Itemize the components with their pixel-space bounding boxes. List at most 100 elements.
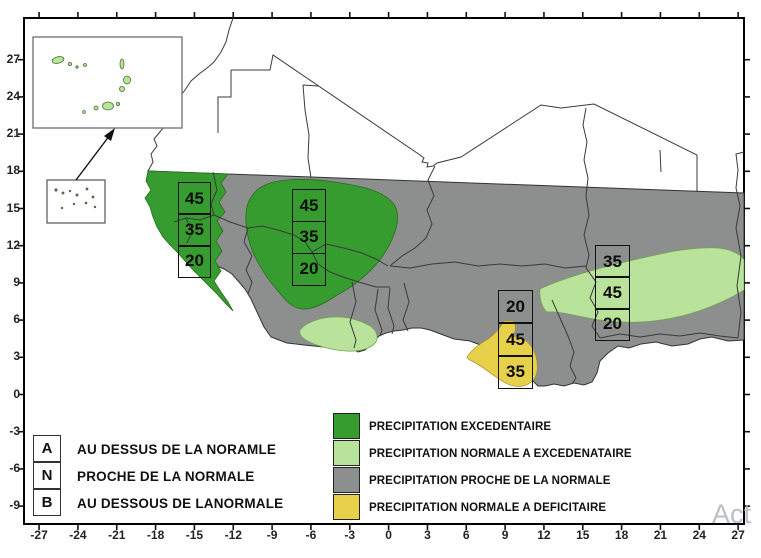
- color-legend: PRECIPITATION EXCEDENTAIRE PRECIPITATION…: [333, 412, 632, 521]
- legend-label: PRECIPITATION EXCEDENTAIRE: [369, 420, 552, 433]
- x-tick-label: 6: [462, 528, 470, 542]
- x-tick-label: -9: [266, 528, 278, 542]
- y-tick-label: 27: [6, 51, 20, 66]
- probability-cell: 20: [178, 244, 211, 278]
- map-region-excess-west: [144, 170, 234, 312]
- border-guinea-liberia: [243, 227, 253, 295]
- y-tick-label: 12: [6, 237, 20, 252]
- x-tick-label: -6: [305, 528, 317, 542]
- legend-swatch-near-normal: [333, 466, 360, 493]
- x-tick-label: -15: [185, 528, 204, 542]
- x-tick-label: -24: [69, 528, 87, 542]
- probability-cell: 45: [498, 322, 533, 357]
- border-mali-algeria: [302, 84, 319, 179]
- map-region-normal-excess-east: [539, 247, 745, 323]
- legend-label: PRECIPITATION PROCHE DE LA NORMALE: [369, 474, 611, 487]
- probability-cell: 20: [498, 290, 533, 325]
- y-tick-label: -3: [9, 423, 20, 438]
- y-tick-label: 6: [13, 312, 20, 327]
- inset-arrow-head: [104, 128, 115, 141]
- border-libya-corner: [659, 149, 662, 173]
- legend-swatch-normal-deficit: [333, 493, 360, 520]
- cape-verde-islands: [51, 56, 131, 114]
- probability-cell: 45: [292, 189, 326, 223]
- y-tick-label: 15: [6, 200, 20, 215]
- legend-swatch-excess: [333, 412, 360, 439]
- probability-box-west: 45 35 20: [178, 182, 211, 278]
- legend-row-normal-deficit: PRECIPITATION NORMALE A DEFICITAIRE: [333, 493, 632, 521]
- probability-box-south: 20 45 35: [498, 290, 533, 389]
- y-tick-label: 3: [13, 349, 20, 364]
- x-tick-label: 21: [653, 528, 668, 542]
- border-western-sahara: [217, 70, 232, 133]
- x-tick-label: 0: [385, 528, 392, 542]
- probability-box-center: 45 35 20: [292, 189, 326, 286]
- legend-row-near-normal: PRECIPITATION PROCHE DE LA NORMALE: [333, 466, 632, 494]
- y-tick-label: 18: [6, 163, 20, 178]
- border-mali-niger: [389, 165, 436, 267]
- border-senegal: [173, 171, 313, 253]
- inset-source-box: [46, 179, 106, 224]
- probability-cell: 35: [292, 220, 326, 255]
- cape-verde-inset: [32, 36, 183, 224]
- class-code-box: N: [33, 462, 61, 490]
- class-label: PROCHE DE LA NORMALE: [77, 469, 255, 484]
- inset-arrow-line: [75, 134, 111, 181]
- cape-verde-islands-small: [54, 187, 97, 210]
- x-tick-label: 12: [537, 528, 551, 542]
- x-tick-label: -18: [146, 528, 165, 542]
- border-niger-nigeria: [389, 261, 587, 269]
- class-legend: A AU DESSUS DE LA NORAMLE N PROCHE DE LA…: [33, 435, 284, 517]
- probability-cell: 45: [178, 182, 211, 216]
- map-region-normal-excess-coast: [299, 316, 378, 352]
- x-tick-label: 3: [424, 528, 431, 542]
- y-tick-label: -9: [9, 498, 20, 513]
- legend-label: PRECIPITATION NORMALE A EXCEDENATAIRE: [369, 447, 632, 460]
- class-code-box: B: [33, 489, 61, 517]
- y-tick-label: 21: [6, 126, 20, 141]
- y-tick-label: 0: [13, 386, 20, 401]
- border-chad-car: [585, 267, 739, 339]
- probability-cell: 45: [595, 276, 630, 310]
- x-tick-label: -3: [344, 528, 356, 542]
- y-tick-label: 24: [6, 88, 20, 103]
- map-region-normal-deficit: [466, 320, 538, 387]
- border-ghana-togo-benin: [349, 281, 410, 349]
- x-tick-label: 18: [614, 528, 629, 542]
- legend-row-normal-excess: PRECIPITATION NORMALE A EXCEDENATAIRE: [333, 439, 632, 467]
- legend-label: PRECIPITATION NORMALE A DEFICITAIRE: [369, 501, 607, 514]
- x-tick-label: -27: [30, 528, 48, 542]
- watermark-text: Act: [712, 499, 752, 529]
- probability-box-east: 35 45 20: [595, 245, 630, 341]
- y-tick-label: -6: [9, 460, 20, 475]
- class-label: AU DESSOUS DE LANORMALE: [77, 496, 284, 511]
- country-borders: [147, 17, 745, 385]
- class-row-above: A AU DESSUS DE LA NORAMLE: [33, 435, 283, 463]
- class-row-near: N PROCHE DE LA NORMALE: [33, 462, 283, 490]
- inset-box: [32, 36, 183, 129]
- axis-tick-marks: [18, 12, 750, 530]
- x-tick-label: 27: [731, 528, 745, 542]
- x-tick-label: 9: [501, 528, 509, 542]
- x-tick-label: 15: [576, 528, 590, 542]
- y-tick-label: 9: [13, 274, 20, 289]
- x-tick-label: 24: [692, 528, 706, 542]
- border-sahara-north: [231, 54, 698, 192]
- border-niger-chad: [582, 107, 590, 269]
- class-label: AU DESSUS DE LA NORAMLE: [77, 442, 277, 457]
- border-chad-sudan: [735, 151, 745, 339]
- map-region-excess-center: [245, 178, 398, 310]
- class-code-box: A: [33, 435, 61, 463]
- probability-cell: 20: [595, 307, 630, 341]
- probability-cell: 35: [498, 354, 533, 389]
- probability-cell: 20: [292, 252, 326, 286]
- legend-swatch-normal-excess: [333, 439, 360, 466]
- x-tick-label: -12: [224, 528, 242, 542]
- border-nigeria-cameroon: [551, 299, 577, 385]
- probability-cell: 35: [178, 213, 211, 247]
- border-burkina: [311, 243, 390, 288]
- probability-cell: 35: [595, 245, 630, 279]
- x-tick-label: -21: [108, 528, 126, 542]
